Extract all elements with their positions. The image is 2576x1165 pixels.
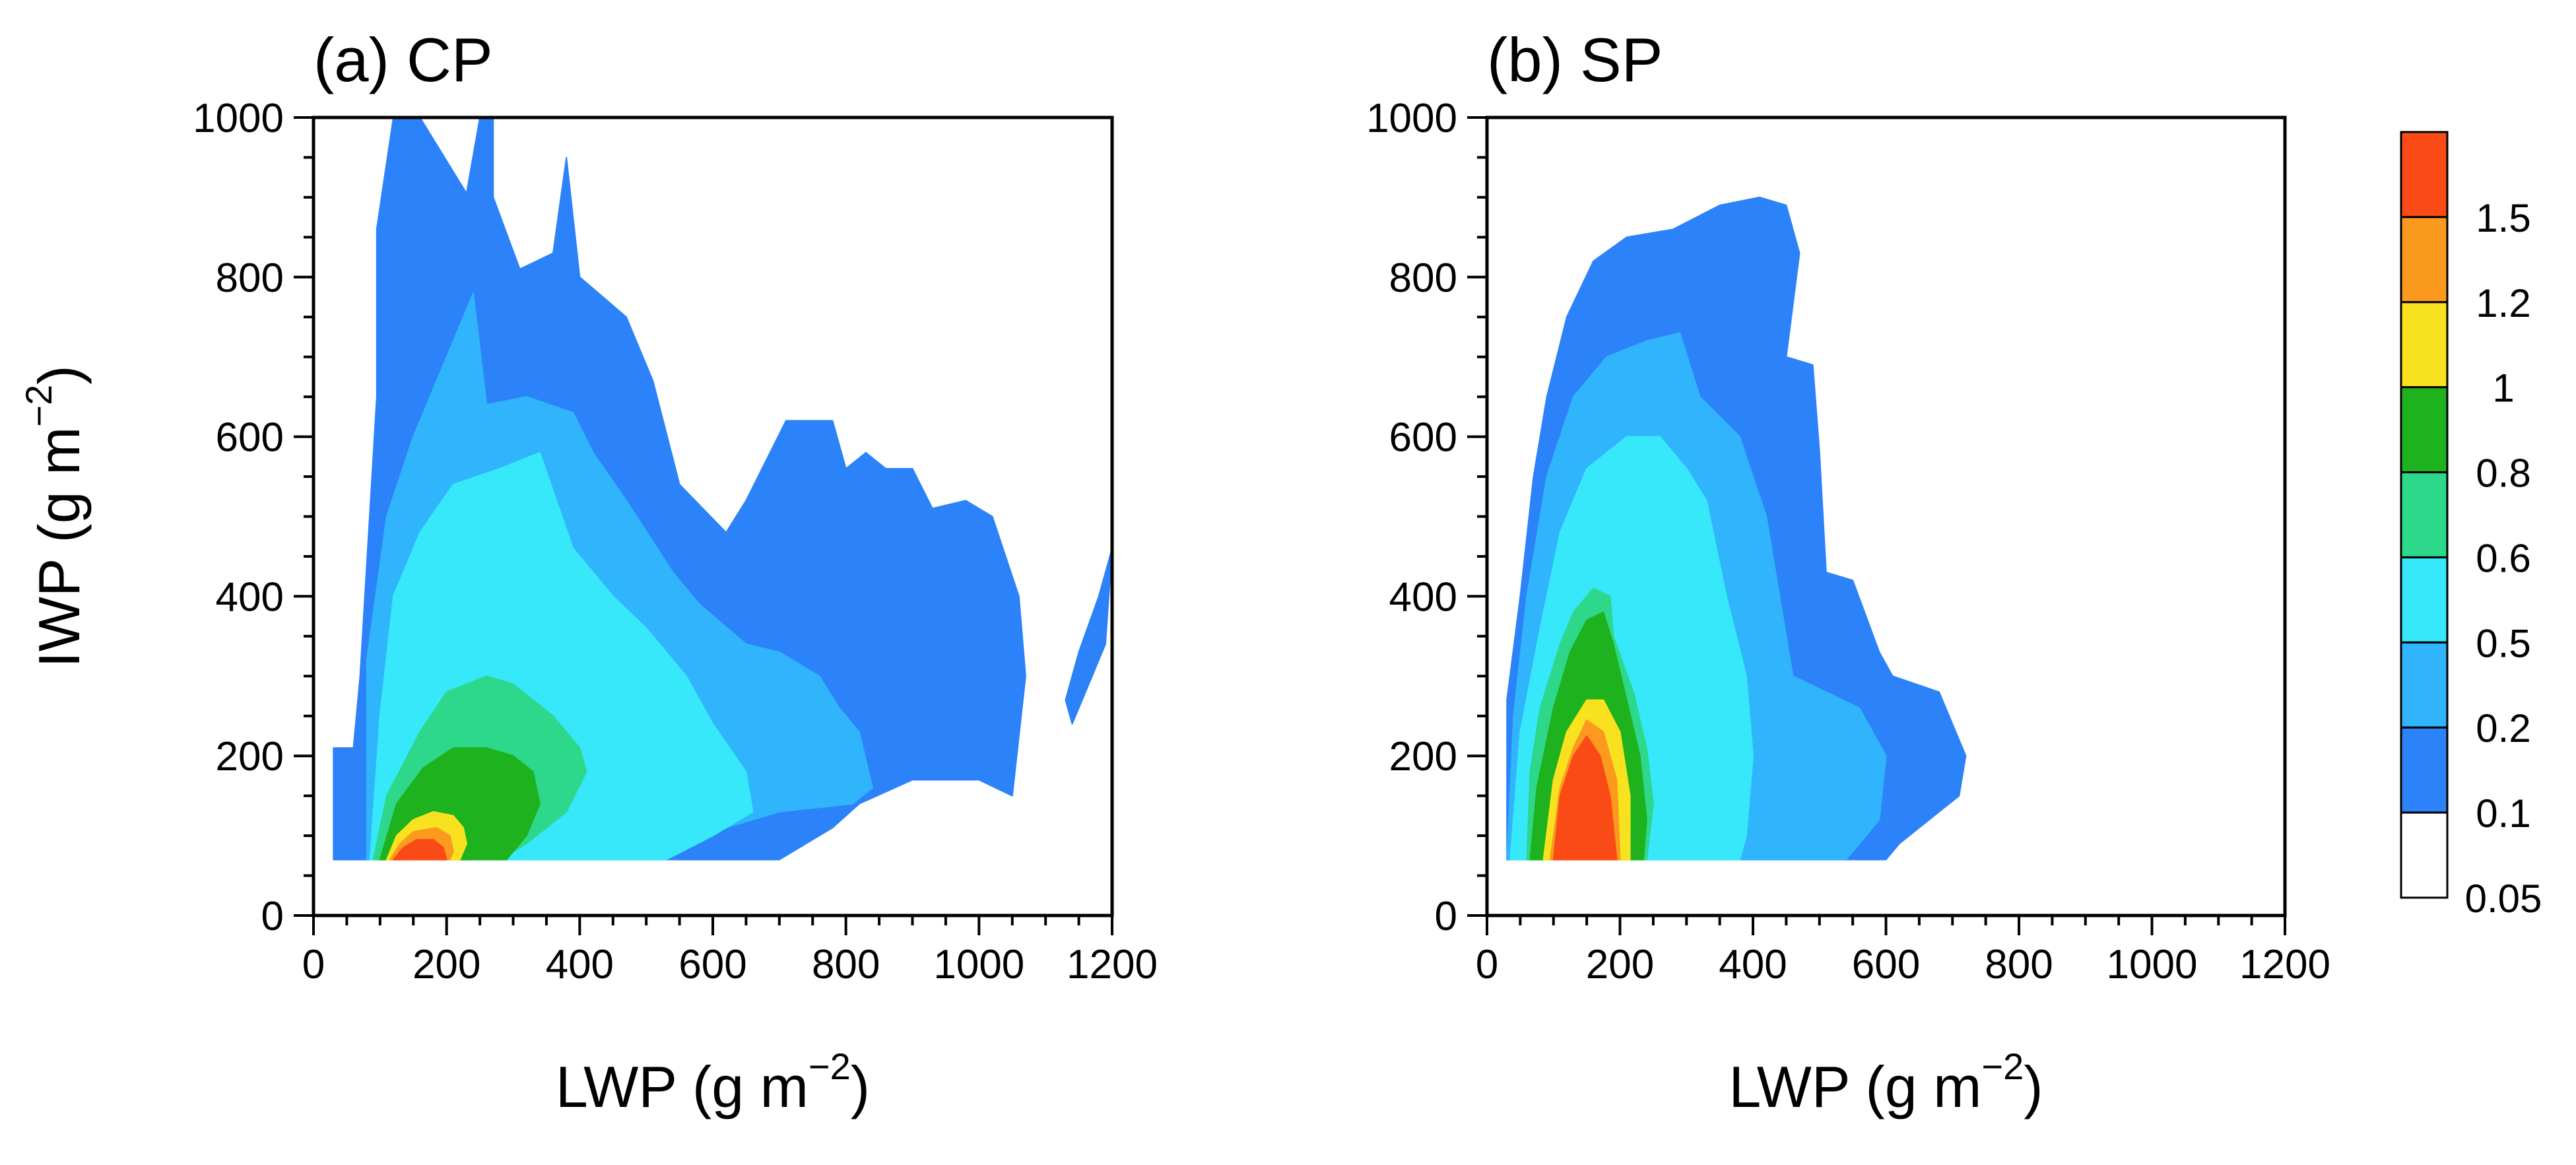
colorbar-label: 0.6	[2476, 536, 2530, 580]
x-tick-label: 400	[546, 942, 614, 987]
y-tick-label: 0	[1435, 894, 1457, 939]
x-tick-label: 200	[413, 942, 480, 987]
x-tick-label: 600	[678, 942, 746, 987]
x-tick-label: 200	[1586, 942, 1654, 987]
y-tick-label: 0	[261, 894, 284, 939]
contour-regions	[1506, 196, 1967, 861]
colorbar-label: 0.1	[2476, 791, 2530, 836]
x-tick-label: 800	[1985, 942, 2053, 987]
colorbar-swatch	[2400, 811, 2449, 899]
y-tick-label: 1000	[193, 96, 284, 141]
x-tick-label: 1000	[933, 942, 1024, 987]
colorbar-swatch	[2400, 641, 2449, 729]
y-tick-label: 200	[1389, 734, 1457, 780]
y-tick-label: 600	[1389, 415, 1457, 461]
x-tick-label: 1200	[1067, 942, 1158, 987]
colorbar: 1.5 1.2 1 0.8 0.6 0.5 0.2 0.1 0.05	[2400, 131, 2542, 921]
y-tick-label: 400	[216, 574, 284, 620]
colorbar-swatch	[2400, 131, 2449, 218]
y-tick-label: 1000	[1366, 96, 1457, 141]
colorbar-label: 0.05	[2465, 877, 2542, 921]
y-axis-title: IWP (g m−2)	[18, 365, 92, 667]
colorbar-label: 1.5	[2476, 196, 2530, 240]
contour-regions	[333, 117, 1112, 861]
colorbar-label: 1.2	[2476, 281, 2530, 325]
x-axis-title: LWP (g m−2)	[556, 1046, 870, 1119]
x-tick-label: 400	[1719, 942, 1787, 987]
panel-sp: 0 200 400 600 800 1000 1200 0 200 400 600 800 1000 LW…	[1366, 25, 2330, 1119]
y-tick-label: 400	[1389, 574, 1457, 620]
x-tick-label: 0	[1476, 942, 1498, 987]
x-tick-label: 800	[812, 942, 880, 987]
panel-title: (a) CP	[314, 25, 493, 94]
panel-cp: 0 200 400 600 800 1000 1200 0 200 400 600 800 1000 LW…	[18, 25, 1158, 1119]
colorbar-label: 0.5	[2476, 621, 2530, 665]
y-tick-label: 600	[216, 415, 284, 461]
panel-title: (b) SP	[1487, 25, 1663, 94]
colorbar-swatch	[2400, 556, 2449, 644]
y-tick-label: 200	[216, 734, 284, 780]
colorbar-swatch	[2400, 301, 2449, 389]
contour-region-0_05-1	[1065, 547, 1112, 725]
contour-region-1_5-9	[393, 839, 447, 861]
colorbar-swatch	[2400, 726, 2449, 814]
colorbar-label: 0.8	[2476, 451, 2530, 496]
x-tick-label: 1000	[2107, 942, 2198, 987]
contour-region-1_5-8	[1552, 735, 1618, 861]
x-tick-label: 600	[1852, 942, 1920, 987]
y-tick-label: 800	[216, 255, 284, 301]
colorbar-swatch	[2400, 386, 2449, 474]
colorbar-label: 0.2	[2476, 706, 2530, 750]
x-tick-label: 1200	[2239, 942, 2330, 987]
x-axis-title: LWP (g m−2)	[1729, 1046, 2043, 1119]
colorbar-swatch	[2400, 216, 2449, 304]
colorbar-swatch	[2400, 471, 2449, 558]
y-tick-label: 800	[1389, 255, 1457, 301]
x-tick-label: 0	[302, 942, 325, 987]
colorbar-label: 1	[2492, 366, 2514, 411]
